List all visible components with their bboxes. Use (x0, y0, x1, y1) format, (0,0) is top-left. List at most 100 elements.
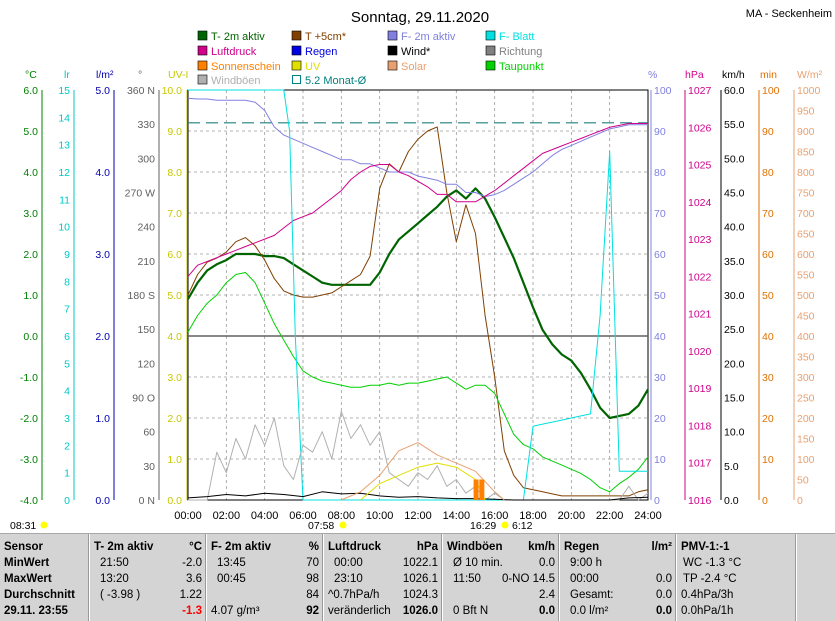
right-axis-tick: 1020 (688, 346, 712, 358)
sun-icon (339, 521, 347, 529)
stats-humid-min-time: 13:45 (217, 557, 246, 569)
right-axis-tick: 80 (762, 167, 774, 179)
left-axis-tick: 3.0 (167, 372, 182, 384)
left-axis-tick: 270 W (125, 188, 155, 200)
stats-label-max: MaxWert (4, 573, 52, 585)
stats-label-avg: Durchschnitt (4, 589, 75, 601)
moon-icon (40, 521, 48, 529)
left-axis-tick: 5.0 (95, 85, 110, 97)
right-axis-tick: 0 (654, 495, 660, 507)
stats-humid-current: 92 (306, 605, 319, 617)
legend-label: 5.2 Monat-Ø (305, 75, 367, 87)
left-axis-tick: 0 N (139, 495, 155, 507)
stats-temp-avg: 1.22 (179, 589, 202, 601)
stats-rain-current: 0.0 (656, 605, 672, 617)
right-axis-tick: 5.0 (724, 461, 739, 473)
right-axis-tick: 20.0 (724, 358, 745, 370)
stats-temp-current: -1.3 (182, 605, 202, 617)
left-axis-tick: 9 (64, 249, 70, 261)
legend-swatch (485, 60, 496, 71)
x-axis: 00:00 02:00 04:00 06:00 08:00 10:00 12:00 14:00… (174, 510, 662, 522)
stats-rain-unit: l/m² (651, 541, 672, 553)
station-name: MA - Seckenheim (746, 8, 832, 20)
stats-pressure-column: Luftdruck hPa 00:00 1022.1 23:10 1026.1 ^0.… (323, 534, 442, 621)
right-axis-tick: 40.0 (724, 222, 745, 234)
left-axis-tick: 0 (64, 495, 70, 507)
left-axis-tick: 4 (64, 386, 70, 398)
right-axis-tick: 60.0 (724, 85, 745, 97)
stats-wind-avg-label: Ø 10 min. (453, 557, 503, 569)
series-line-f-2m-aktiv (187, 97, 648, 198)
right-axis-tick: 900 (797, 126, 815, 138)
stats-label-min: MinWert (4, 557, 50, 569)
left-axis-tick: 1.0 (167, 454, 182, 466)
series-bar-sonnenschein (473, 479, 479, 500)
legend-swatch (291, 60, 302, 71)
stats-pmv-trend3h: 0.4hPa/3h (681, 589, 734, 601)
statistics-panel: Sensor MinWert MaxWert Durchschnitt 29.1… (0, 533, 835, 621)
legend-swatch (387, 60, 398, 71)
right-axis-tick: 60 (762, 249, 774, 261)
chart-title: Sonntag, 29.11.2020 (351, 9, 489, 26)
x-axis-tick: 24:00 (634, 510, 662, 522)
left-axis-tick: 150 (137, 324, 155, 336)
stats-pressure-max: 1026.1 (402, 573, 438, 585)
right-axis-tick: 950 (797, 106, 815, 118)
right-axis-tick: 800 (797, 167, 815, 179)
stats-temp-unit: °C (189, 541, 202, 553)
x-axis-tick: 14:00 (443, 510, 471, 522)
stats-rain-period: 9:00 h (570, 557, 602, 569)
axes: °C 6.0 5.0 4.0 3.0 2.0 1.0 0.0 -1.0 -2.0 -3.0 -4.0 l… (20, 69, 823, 507)
series-line-solar (341, 442, 505, 501)
stats-label-current: 29.11. 23:55 (4, 605, 68, 617)
left-axis-tick: 1.0 (95, 413, 110, 425)
stats-pressure-tendency: veränderlich (328, 605, 391, 617)
series-line-t-5cm (187, 126, 649, 497)
right-axis-tick: 1024 (688, 197, 712, 209)
left-axis-tick: 3.0 (95, 249, 110, 261)
right-axis-tick: 20 (762, 413, 774, 425)
left-axis-tick: 0.0 (95, 495, 110, 507)
legend-swatch (197, 74, 208, 85)
stats-wind-unit: km/h (528, 541, 555, 553)
legend-label: Regen (305, 46, 337, 58)
stats-pressure-max-time: 23:10 (334, 573, 363, 585)
left-axis-tick: 210 (137, 256, 155, 268)
x-axis-tick: 10:00 (366, 510, 394, 522)
right-axis-tick: 50 (797, 475, 809, 487)
stats-pressure-min: 1022.1 (402, 557, 438, 569)
right-axis-tick: 60 (654, 249, 666, 261)
left-axis-tick: 4.0 (95, 167, 110, 179)
legend-swatch (387, 30, 398, 41)
left-axis-tick: 180 S (128, 290, 155, 302)
right-axis-tick: 300 (797, 372, 815, 384)
stats-rain-total: 0.0 (656, 589, 672, 601)
sun-events: 08:31 07:58 16:29 6:12 (10, 520, 533, 532)
right-axis-tick: 500 (797, 290, 815, 302)
left-axis-tick: 5.0 (167, 290, 182, 302)
stats-temp-min: -2.0 (182, 557, 202, 569)
left-axis-tick: 120 (137, 358, 155, 370)
left-axis-tick: 2.0 (95, 331, 110, 343)
stats-humid-max-time: 00:45 (217, 573, 246, 585)
left-axis-tick: 11 (59, 194, 70, 206)
left-axis-tick: 14 (58, 112, 70, 124)
stats-rain-max: 0.0 (656, 573, 672, 585)
stats-humid-title: F- 2m aktiv (211, 541, 272, 553)
stats-pmv-column: PMV-1:-1 WC -1.3 °C TP -2.4 °C 0.4hPa/3h… (676, 534, 796, 621)
left-axis-tick: 7.0 (167, 208, 182, 220)
stats-rain-time: 00:00 (570, 573, 599, 585)
right-axis-tick: 50 (654, 290, 666, 302)
left-axis-tick: 3.0 (23, 208, 38, 220)
left-axis-tick: 5.0 (23, 126, 38, 138)
right-axis-tick: 30 (762, 372, 774, 384)
right-axis-tick: 50 (762, 290, 774, 302)
stats-temp-column: T- 2m aktiv °C 21:50 -2.0 13:20 3.6 ( -3.98… (89, 534, 206, 621)
right-axis-tick: 10.0 (724, 427, 745, 439)
right-axis-tick: 1021 (688, 309, 712, 321)
left-axis-tick: 8.0 (167, 167, 182, 179)
right-axis-tick: 1017 (688, 458, 712, 470)
stats-pmv-trend1h: 0.0hPa/1h (681, 605, 734, 617)
right-axis-tick: 350 (797, 352, 815, 364)
legend-swatch (197, 45, 208, 56)
